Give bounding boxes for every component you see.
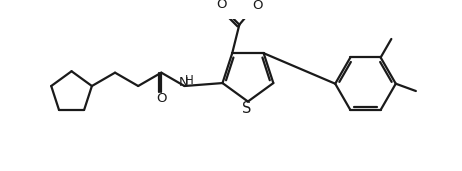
Text: H: H — [184, 74, 193, 87]
Text: N: N — [179, 76, 188, 89]
Text: O: O — [156, 92, 167, 105]
Text: O: O — [252, 0, 262, 12]
Text: S: S — [243, 101, 252, 116]
Text: O: O — [217, 0, 227, 11]
